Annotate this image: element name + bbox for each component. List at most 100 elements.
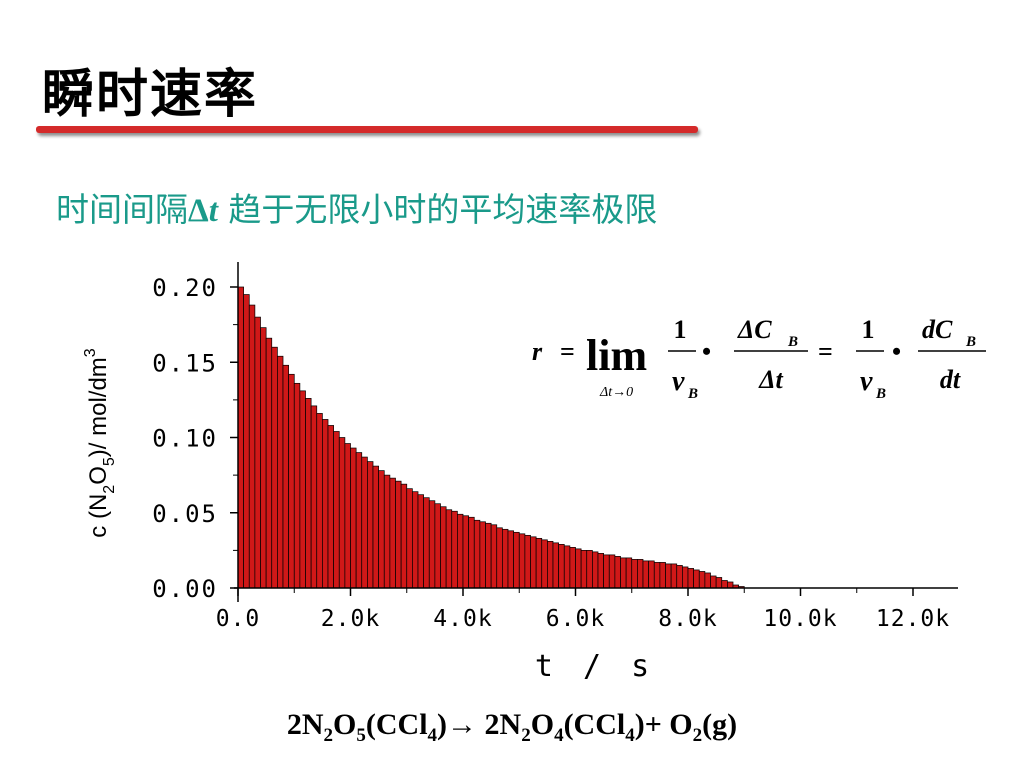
chart-bar	[608, 554, 616, 589]
formula-C-sub-2: B	[965, 334, 976, 350]
chart-bar	[355, 452, 363, 589]
chart-bar	[367, 461, 374, 589]
chart-bar	[653, 562, 661, 589]
reaction-part: )	[437, 708, 448, 741]
formula-equals-1: =	[560, 337, 575, 366]
chart-bar	[665, 563, 672, 589]
title-underline	[36, 126, 698, 133]
x-tick-label: 4.0k	[433, 606, 492, 632]
reaction-part: (g)	[702, 708, 738, 741]
chart-bar	[507, 530, 514, 589]
chart-bar	[248, 304, 256, 589]
reaction-part: O	[530, 708, 555, 741]
chart-bar	[518, 533, 526, 589]
chart-bar	[631, 559, 638, 589]
chart-bar	[637, 559, 644, 589]
chart-ticks: 0.00 0.05 0.10 0.15 0.20 0.0 2.0k 4.0k 6.0k 8.0k 1…	[152, 274, 950, 632]
chart-bar	[552, 542, 559, 589]
subtitle-text-after: 趋于无限小时的平均速率极限	[217, 190, 658, 229]
chart-bar	[316, 413, 323, 589]
formula-numerator-1: 1	[674, 315, 687, 344]
chart-bar	[473, 519, 481, 589]
x-tick-label: 6.0k	[546, 606, 605, 632]
chart-bar	[288, 373, 295, 589]
reaction-equation: 2N2O5(CCl4)→ 2N2O4(CCl4)+ O2(g)	[0, 708, 1024, 747]
subtitle-text-before: 时间间隔	[56, 190, 188, 229]
chart-bar	[395, 480, 402, 589]
formula-numerator-2: 1	[862, 315, 875, 344]
chart-bar	[423, 497, 430, 589]
chart-bar	[659, 562, 666, 589]
y-axis-label: c (N2O5)/ mol/dm3	[82, 348, 118, 538]
chart-bar	[254, 316, 261, 589]
chart-bar	[299, 390, 306, 589]
chart-bar	[417, 494, 424, 589]
formula-delta-t: Δt	[758, 365, 783, 394]
formula-bullet-1: •	[702, 337, 711, 366]
formula-lim: lim	[586, 331, 647, 380]
formula-nu-1: ν	[672, 366, 685, 397]
reaction-part: O	[333, 708, 357, 741]
chart-bar	[558, 544, 565, 589]
x-tick-label: 12.0k	[876, 606, 950, 632]
chart-bar	[580, 550, 588, 589]
y-tick-label: 0.00	[152, 575, 218, 603]
reaction-subscript: 4	[427, 725, 438, 746]
chart-bar	[338, 437, 346, 589]
subtitle-delta: Δ	[188, 193, 209, 229]
chart-bar	[282, 364, 289, 589]
subtitle-t: t	[208, 193, 218, 229]
reaction-subscript: 5	[356, 725, 366, 746]
chart-bar	[513, 531, 520, 589]
chart-bar	[344, 443, 351, 589]
reaction-part: (CCl	[365, 708, 428, 741]
chart-bar	[682, 566, 689, 589]
chart-bar	[597, 553, 604, 589]
chart-bar	[383, 474, 391, 589]
chart-bar	[502, 528, 509, 589]
chart-axes	[234, 262, 958, 602]
chart-bar	[468, 516, 475, 589]
chart-bar	[704, 572, 711, 589]
chart-bar	[676, 565, 683, 589]
chart-bar	[237, 286, 244, 589]
chart-bar	[265, 337, 273, 589]
formula-lim-sub: Δt→0	[599, 385, 633, 400]
formula-dt: dt	[940, 365, 961, 394]
reaction-part: 2N	[477, 708, 522, 741]
formula-nu-sub-2: B	[875, 386, 886, 402]
chart-bar	[451, 510, 458, 589]
x-axis-label: t / s	[535, 649, 655, 684]
chart-bar	[378, 470, 385, 589]
chart-bar	[547, 540, 554, 589]
chart-bar	[625, 557, 633, 589]
chart-bar	[524, 534, 531, 589]
chart-bar	[428, 500, 436, 589]
chart-bar	[462, 515, 469, 589]
reaction-subscript: 4	[554, 725, 564, 746]
chart-bar	[406, 488, 413, 589]
chart-bar	[389, 477, 396, 589]
reaction-part: (CCl	[563, 708, 626, 741]
x-tick-label: 0.0	[216, 606, 261, 632]
reaction-subscript: 4	[625, 725, 635, 746]
chart-bar	[271, 346, 278, 589]
formula-r: r	[532, 337, 543, 366]
chart-bar	[305, 398, 312, 589]
chart-bar	[541, 539, 548, 589]
chart-bar	[322, 419, 329, 589]
y-tick-label: 0.20	[152, 274, 218, 302]
chart-bar	[485, 522, 492, 589]
reaction-subscript: 2	[521, 725, 531, 746]
reaction-part: 2N	[286, 708, 324, 741]
reaction-subscript: 2	[692, 725, 703, 746]
chart-bar	[592, 551, 599, 589]
chart-bar	[440, 506, 447, 589]
chart-bar	[333, 431, 340, 589]
chart-bar	[350, 447, 357, 589]
chart-bar	[400, 483, 408, 589]
chart-bar	[530, 536, 537, 589]
chart-bar	[575, 548, 582, 589]
chart-bar	[563, 545, 571, 589]
